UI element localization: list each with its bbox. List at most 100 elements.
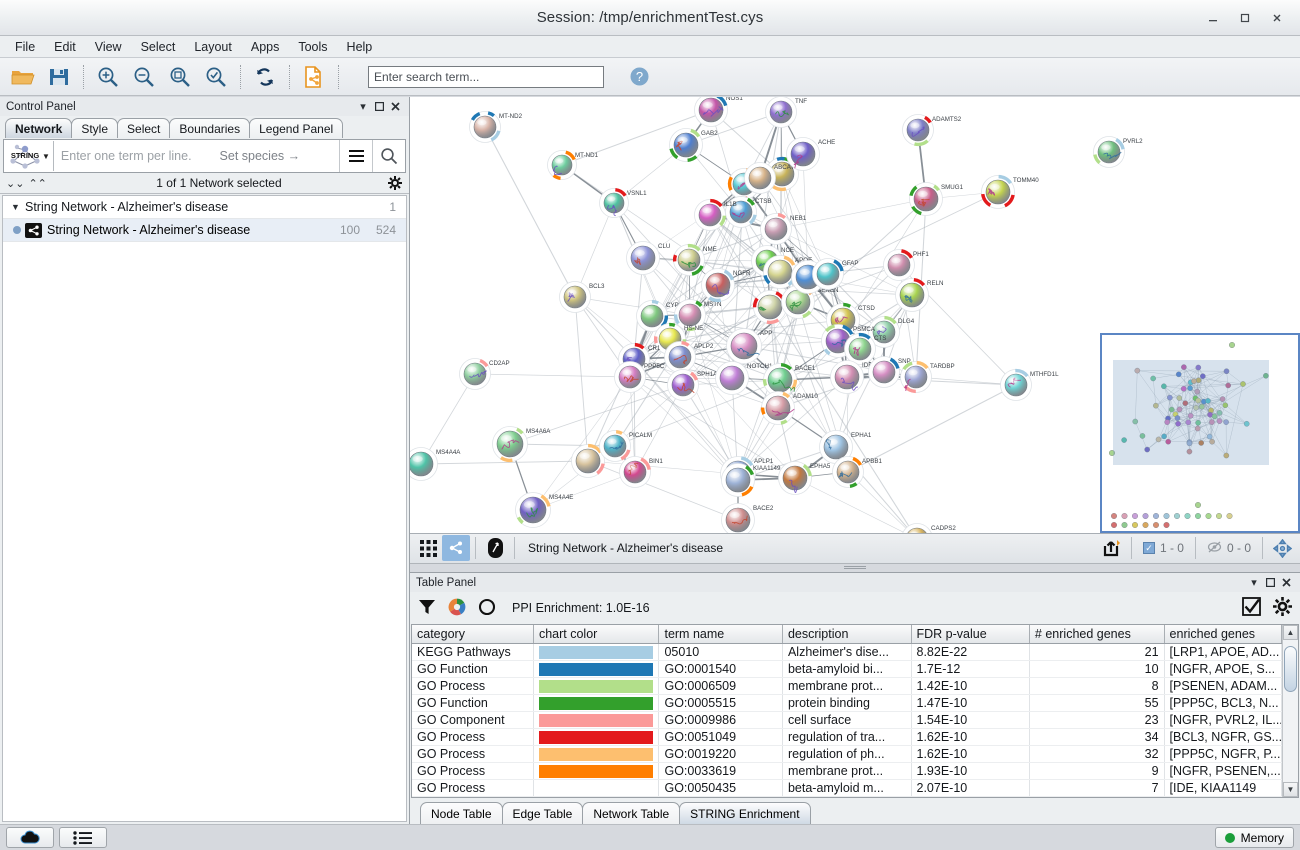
help-icon[interactable]: ? <box>622 61 656 93</box>
open-folder-icon[interactable] <box>6 61 40 93</box>
node-sphere[interactable] <box>473 115 497 139</box>
network-node[interactable]: NOS1 <box>694 97 744 127</box>
network-node[interactable]: VSNL1 <box>599 187 648 218</box>
expand-all-icon[interactable]: ⌃⌃ <box>28 177 47 190</box>
node-sphere[interactable] <box>630 245 656 271</box>
table-row[interactable]: GO Process GO:0050435 beta-amyloid m... 2.0… <box>412 779 1282 797</box>
tab-edge-table[interactable]: Edge Table <box>501 802 584 824</box>
table-row[interactable]: GO Process GO:0051049 regulation of tra...… <box>412 728 1282 746</box>
menu-view[interactable]: View <box>94 39 122 54</box>
menu-file[interactable]: File <box>15 39 36 54</box>
annotation-icon[interactable] <box>481 535 509 561</box>
node-sphere[interactable] <box>623 460 647 484</box>
node-sphere[interactable] <box>904 365 928 389</box>
network-node[interactable]: APP <box>726 328 773 364</box>
node-sphere[interactable] <box>410 451 434 477</box>
col-description[interactable]: description <box>782 625 912 644</box>
tab-node-table[interactable]: Node Table <box>420 802 503 824</box>
node-sphere[interactable] <box>899 282 925 308</box>
tab-select[interactable]: Select <box>117 118 171 138</box>
network-node[interactable]: NEB1 <box>760 213 807 245</box>
node-sphere[interactable] <box>816 262 840 286</box>
fit-content-icon[interactable] <box>1268 535 1296 561</box>
node-sphere[interactable] <box>790 141 816 167</box>
table-row[interactable]: GO Function GO:0005515 protein binding 1.47… <box>412 694 1282 712</box>
node-sphere[interactable] <box>725 467 751 493</box>
tab-style[interactable]: Style <box>71 118 119 138</box>
network-node[interactable]: NGFR <box>701 268 752 303</box>
network-node[interactable]: BACE1 <box>762 362 816 397</box>
col-fdr-pvalue[interactable]: FDR p-value <box>911 625 1030 644</box>
menu-help[interactable]: Help <box>346 39 373 54</box>
network-node[interactable]: TNF <box>765 97 808 128</box>
table-row[interactable]: KEGG Pathways 05010 Alzheimer's dise... 8.8… <box>412 643 1282 661</box>
save-icon[interactable] <box>42 61 76 93</box>
network-node[interactable]: ACHE <box>786 137 836 171</box>
network-node[interactable]: NME <box>672 243 717 276</box>
export-network-icon[interactable] <box>297 61 331 93</box>
menu-apps[interactable]: Apps <box>250 39 280 54</box>
node-sphere[interactable] <box>748 166 772 190</box>
node-sphere[interactable] <box>575 448 601 474</box>
gear-icon[interactable] <box>387 175 403 191</box>
network-node[interactable]: KIAA1149 <box>721 463 781 497</box>
node-sphere[interactable] <box>678 303 702 327</box>
tree-row-root[interactable]: ▼ String Network - Alzheimer's disease 1 <box>3 196 406 219</box>
node-sphere[interactable] <box>698 203 722 227</box>
node-sphere[interactable] <box>906 527 928 534</box>
network-canvas[interactable]: MT-ND2MT-ND1VSNL1GAB2NOS1FRS1CHATABCA7AC… <box>410 97 1300 534</box>
node-sphere[interactable] <box>834 364 860 390</box>
network-node[interactable]: CD2AP <box>459 358 510 390</box>
table-row[interactable]: GO Component GO:0009986 cell surface 1.54E-… <box>412 711 1282 729</box>
zoom-fit-icon[interactable] <box>163 61 197 93</box>
tab-network[interactable]: Network <box>5 118 73 138</box>
string-logo-icon[interactable]: STRING <box>4 140 46 172</box>
list-icon[interactable] <box>59 827 107 848</box>
network-node[interactable]: NOTCH1 <box>715 361 773 395</box>
node-sphere[interactable] <box>836 460 860 484</box>
network-node[interactable]: IL1B <box>694 198 737 231</box>
network-node[interactable]: MTHFD1L <box>1000 368 1060 401</box>
tree-row-child[interactable]: String Network - Alzheimer's disease 100… <box>3 219 406 242</box>
network-node[interactable]: IDE <box>830 360 873 394</box>
node-sphere[interactable] <box>519 496 547 524</box>
search-icon[interactable] <box>372 140 405 172</box>
grid-layout-icon[interactable] <box>414 535 442 561</box>
network-node[interactable]: PHF1 <box>883 249 930 281</box>
panel-close-icon[interactable] <box>387 99 403 115</box>
memory-status-button[interactable]: Memory <box>1214 827 1294 848</box>
expand-triangle-icon[interactable]: ▼ <box>11 202 20 212</box>
string-dropdown-icon[interactable]: ▼ <box>42 151 50 161</box>
network-node[interactable]: CTSB <box>725 196 772 228</box>
network-nodes[interactable]: MT-ND2MT-ND1VSNL1GAB2NOS1FRS1CHATABCA7AC… <box>410 97 1143 534</box>
panel-dropdown-icon[interactable]: ▾ <box>360 101 366 113</box>
node-sphere[interactable] <box>551 154 573 176</box>
refresh-icon[interactable] <box>248 61 282 93</box>
node-sphere[interactable] <box>1004 373 1028 397</box>
minimize-button[interactable] <box>1198 5 1228 31</box>
zoom-in-icon[interactable] <box>91 61 125 93</box>
menu-tools[interactable]: Tools <box>298 39 328 54</box>
network-node[interactable]: MS4A4E <box>515 492 574 528</box>
table-row[interactable]: GO Process GO:0006509 membrane prot... 1.42… <box>412 677 1282 695</box>
network-node[interactable]: TARDBP <box>900 360 955 394</box>
network-node[interactable]: MS4A6A <box>492 426 552 463</box>
hamburger-icon[interactable] <box>339 140 372 172</box>
node-sphere[interactable] <box>705 272 731 298</box>
network-node[interactable]: CLU <box>626 241 671 275</box>
network-node[interactable]: GAB2 <box>669 128 719 163</box>
node-sphere[interactable] <box>603 192 625 214</box>
network-node[interactable]: EPHA5 <box>778 461 831 495</box>
node-sphere[interactable] <box>913 186 939 212</box>
tab-legend-panel[interactable]: Legend Panel <box>249 118 344 138</box>
table-float-icon[interactable] <box>1262 575 1278 591</box>
network-node[interactable]: CADPS2 <box>902 523 957 534</box>
node-sphere[interactable] <box>640 304 664 328</box>
node-sphere[interactable] <box>729 200 753 224</box>
network-node[interactable]: MSTN <box>673 299 722 332</box>
tab-string-enrichment[interactable]: STRING Enrichment <box>679 802 811 824</box>
maximize-button[interactable] <box>1230 5 1260 31</box>
table-row[interactable]: GO Process GO:0019220 regulation of ph... 1… <box>412 745 1282 763</box>
col-term-name[interactable]: term name <box>658 625 783 644</box>
tab-network-table[interactable]: Network Table <box>582 802 681 824</box>
